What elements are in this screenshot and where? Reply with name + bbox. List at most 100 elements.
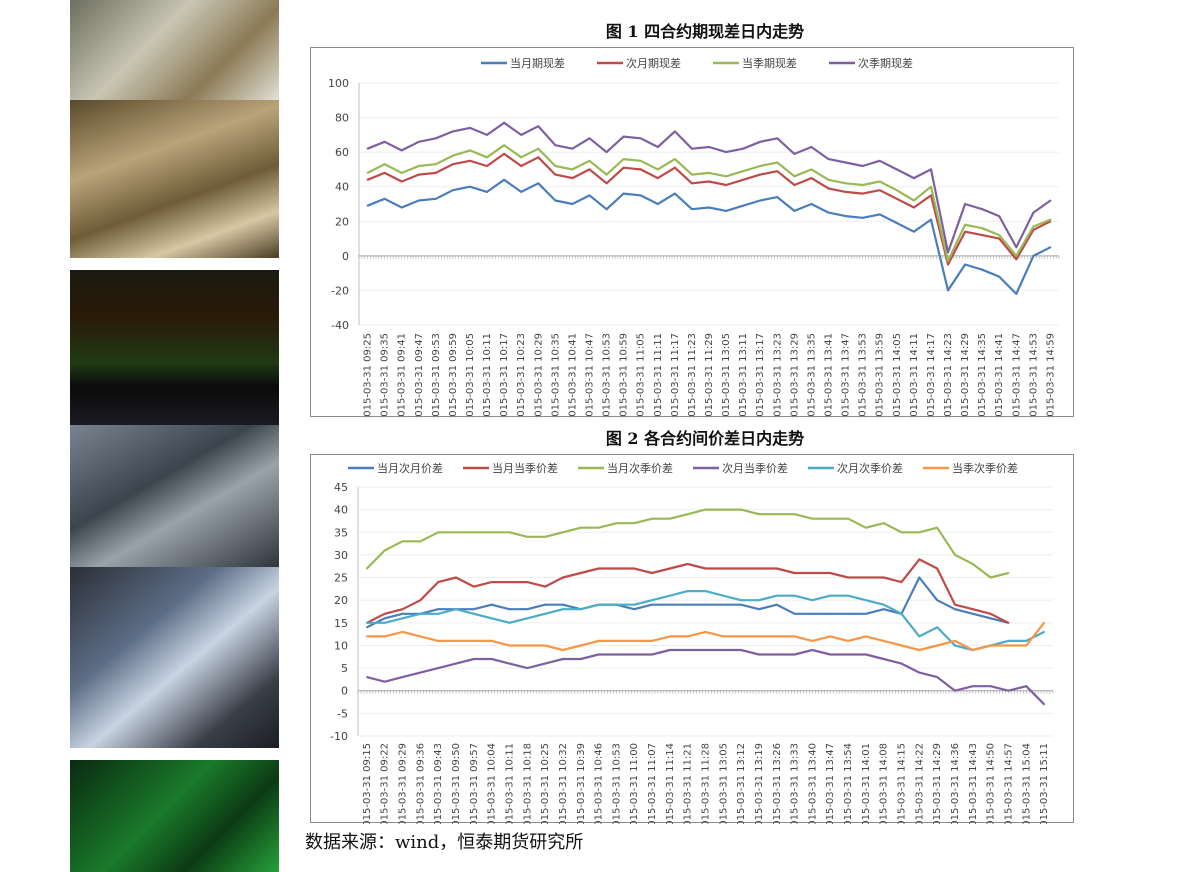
data-point [597, 640, 600, 642]
data-point [811, 612, 814, 615]
data-point [639, 137, 642, 140]
figure1-title: 图 1 四合约期现差日内走势 [605, 22, 805, 41]
x-tick-label: 2015-03-31 10:04 [487, 743, 498, 824]
data-point [811, 599, 814, 602]
data-point [844, 215, 847, 218]
data-point [930, 218, 932, 221]
x-tick-label: 2015-03-31 10:35 [550, 333, 561, 418]
data-point [722, 594, 725, 597]
data-point [740, 567, 743, 570]
data-point [758, 567, 760, 570]
data-point [401, 540, 404, 543]
data-point [864, 612, 867, 615]
data-point [434, 163, 437, 166]
data-point [954, 608, 956, 611]
data-point [900, 581, 903, 583]
data-point [673, 166, 676, 169]
data-point [486, 165, 488, 167]
x-tick-label: 2015-03-31 10:32 [558, 743, 569, 824]
data-point [900, 644, 903, 647]
data-point [1049, 199, 1052, 202]
data-point [526, 644, 529, 647]
data-point [918, 558, 921, 561]
data-point [366, 567, 368, 570]
data-point [419, 599, 422, 602]
data-point [434, 137, 437, 140]
data-point [954, 689, 956, 692]
data-point [1007, 644, 1010, 647]
data-point [895, 222, 898, 224]
data-point [704, 630, 707, 633]
data-point [366, 635, 368, 638]
y-tick-label: -40 [331, 319, 349, 332]
x-tick-label: 2015-03-31 09:15 [362, 743, 373, 824]
data-point [417, 173, 420, 176]
data-point [508, 644, 511, 647]
series-line-1 [367, 178, 1051, 295]
data-point [383, 635, 386, 638]
figure1-svg: -40 -20 0 20 40 60 80 100 2015-03-31 09:25 2015-0… [328, 56, 1060, 418]
x-tick-label: 2015-03-31 10:23 [516, 333, 527, 418]
data-point [829, 594, 832, 597]
data-point [605, 151, 608, 154]
data-point [686, 563, 689, 565]
y-tick-label: 60 [335, 146, 349, 159]
data-point [1032, 254, 1035, 257]
data-point [526, 581, 529, 583]
data-point [1032, 229, 1035, 231]
data-point [490, 617, 493, 620]
data-point [708, 171, 710, 174]
legend-label: 当季次季价差 [952, 461, 1018, 475]
data-point [947, 263, 949, 266]
data-point [793, 594, 796, 597]
y-tick-label: 15 [334, 617, 348, 630]
data-point [989, 617, 992, 620]
data-point [562, 576, 564, 579]
data-point [615, 522, 618, 525]
data-point [1032, 211, 1035, 214]
data-point [844, 161, 847, 164]
data-point [668, 567, 671, 570]
data-point [810, 203, 813, 205]
data-point [503, 121, 506, 124]
y-tick-label: -5 [337, 707, 348, 720]
x-tick-label: 2015-03-31 10:17 [499, 333, 510, 418]
data-point [878, 180, 881, 183]
data-point [537, 156, 540, 159]
data-point [722, 508, 725, 511]
data-point [544, 535, 547, 538]
data-point [579, 658, 582, 660]
data-point [775, 603, 778, 606]
stock-photo-dollar-bills-chart [70, 0, 279, 100]
data-point [864, 635, 867, 638]
data-point [508, 662, 511, 665]
legend-label: 当月次季价差 [607, 461, 673, 475]
y-tick-label: 0 [342, 250, 349, 263]
data-point [520, 156, 523, 159]
data-point [1049, 218, 1052, 221]
data-point [918, 649, 921, 651]
x-tick-label: 2015-03-31 14:36 [950, 743, 961, 824]
data-point [615, 640, 618, 642]
legend-label: 次月次季价差 [837, 461, 903, 475]
x-tick-label: 2015-03-31 13:35 [806, 333, 817, 418]
data-point [686, 649, 689, 651]
x-tick-label: 2015-03-31 14:23 [943, 333, 954, 418]
data-point [472, 531, 475, 534]
data-point [708, 206, 710, 209]
data-point [811, 640, 814, 642]
data-point [490, 640, 493, 642]
x-tick-label: 2015-03-31 09:36 [415, 743, 426, 824]
data-point [544, 662, 547, 665]
data-point [437, 581, 440, 583]
data-point [455, 608, 457, 611]
x-tick-label: 2015-03-31 10:47 [584, 333, 595, 418]
data-point [417, 140, 420, 143]
series-line-3 [367, 144, 1051, 263]
data-point [810, 146, 813, 148]
x-tick-label: 2015-03-31 11:11 [653, 333, 664, 418]
data-point [776, 161, 779, 164]
data-point [419, 671, 422, 674]
data-point [419, 612, 422, 615]
data-point [930, 194, 932, 197]
